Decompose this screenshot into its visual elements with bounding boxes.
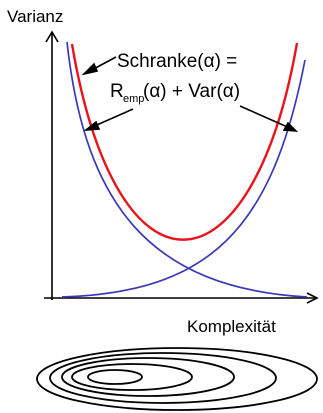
ellipse-1: [36, 347, 318, 411]
decreasing-curve: [66, 41, 308, 298]
pointer-arrows: [81, 56, 299, 132]
nested-ellipses: [36, 347, 318, 411]
x-axis-arrowhead: [306, 292, 319, 304]
ellipse-3: [61, 357, 235, 397]
ellipse-5: [87, 369, 143, 385]
equation-line-1: Schranke(α) =: [117, 51, 237, 72]
bound-curve: [70, 42, 299, 241]
equation-r-symbol: R: [110, 81, 124, 102]
y-axis-arrowhead: [45, 30, 59, 43]
equation-rest: (α) + Var(α): [143, 81, 240, 102]
arrow-to-decreasing-curve-head: [83, 120, 101, 131]
equation-line-2: R emp (α) + Var(α): [110, 81, 240, 105]
axes: [44, 30, 319, 304]
arrow-to-increasing-curve-head: [282, 121, 299, 132]
equation-subscript: emp: [123, 93, 144, 105]
component-curves: [61, 41, 308, 298]
increasing-curve: [61, 59, 306, 298]
ellipse-4: [71, 363, 193, 391]
ellipse-2: [49, 352, 277, 404]
y-axis-label: Varianz: [7, 7, 63, 26]
x-axis-label: Komplexität: [187, 317, 276, 336]
arrow-to-bound-curve-head: [81, 62, 99, 76]
arrow-to-increasing-curve: [239, 105, 293, 130]
